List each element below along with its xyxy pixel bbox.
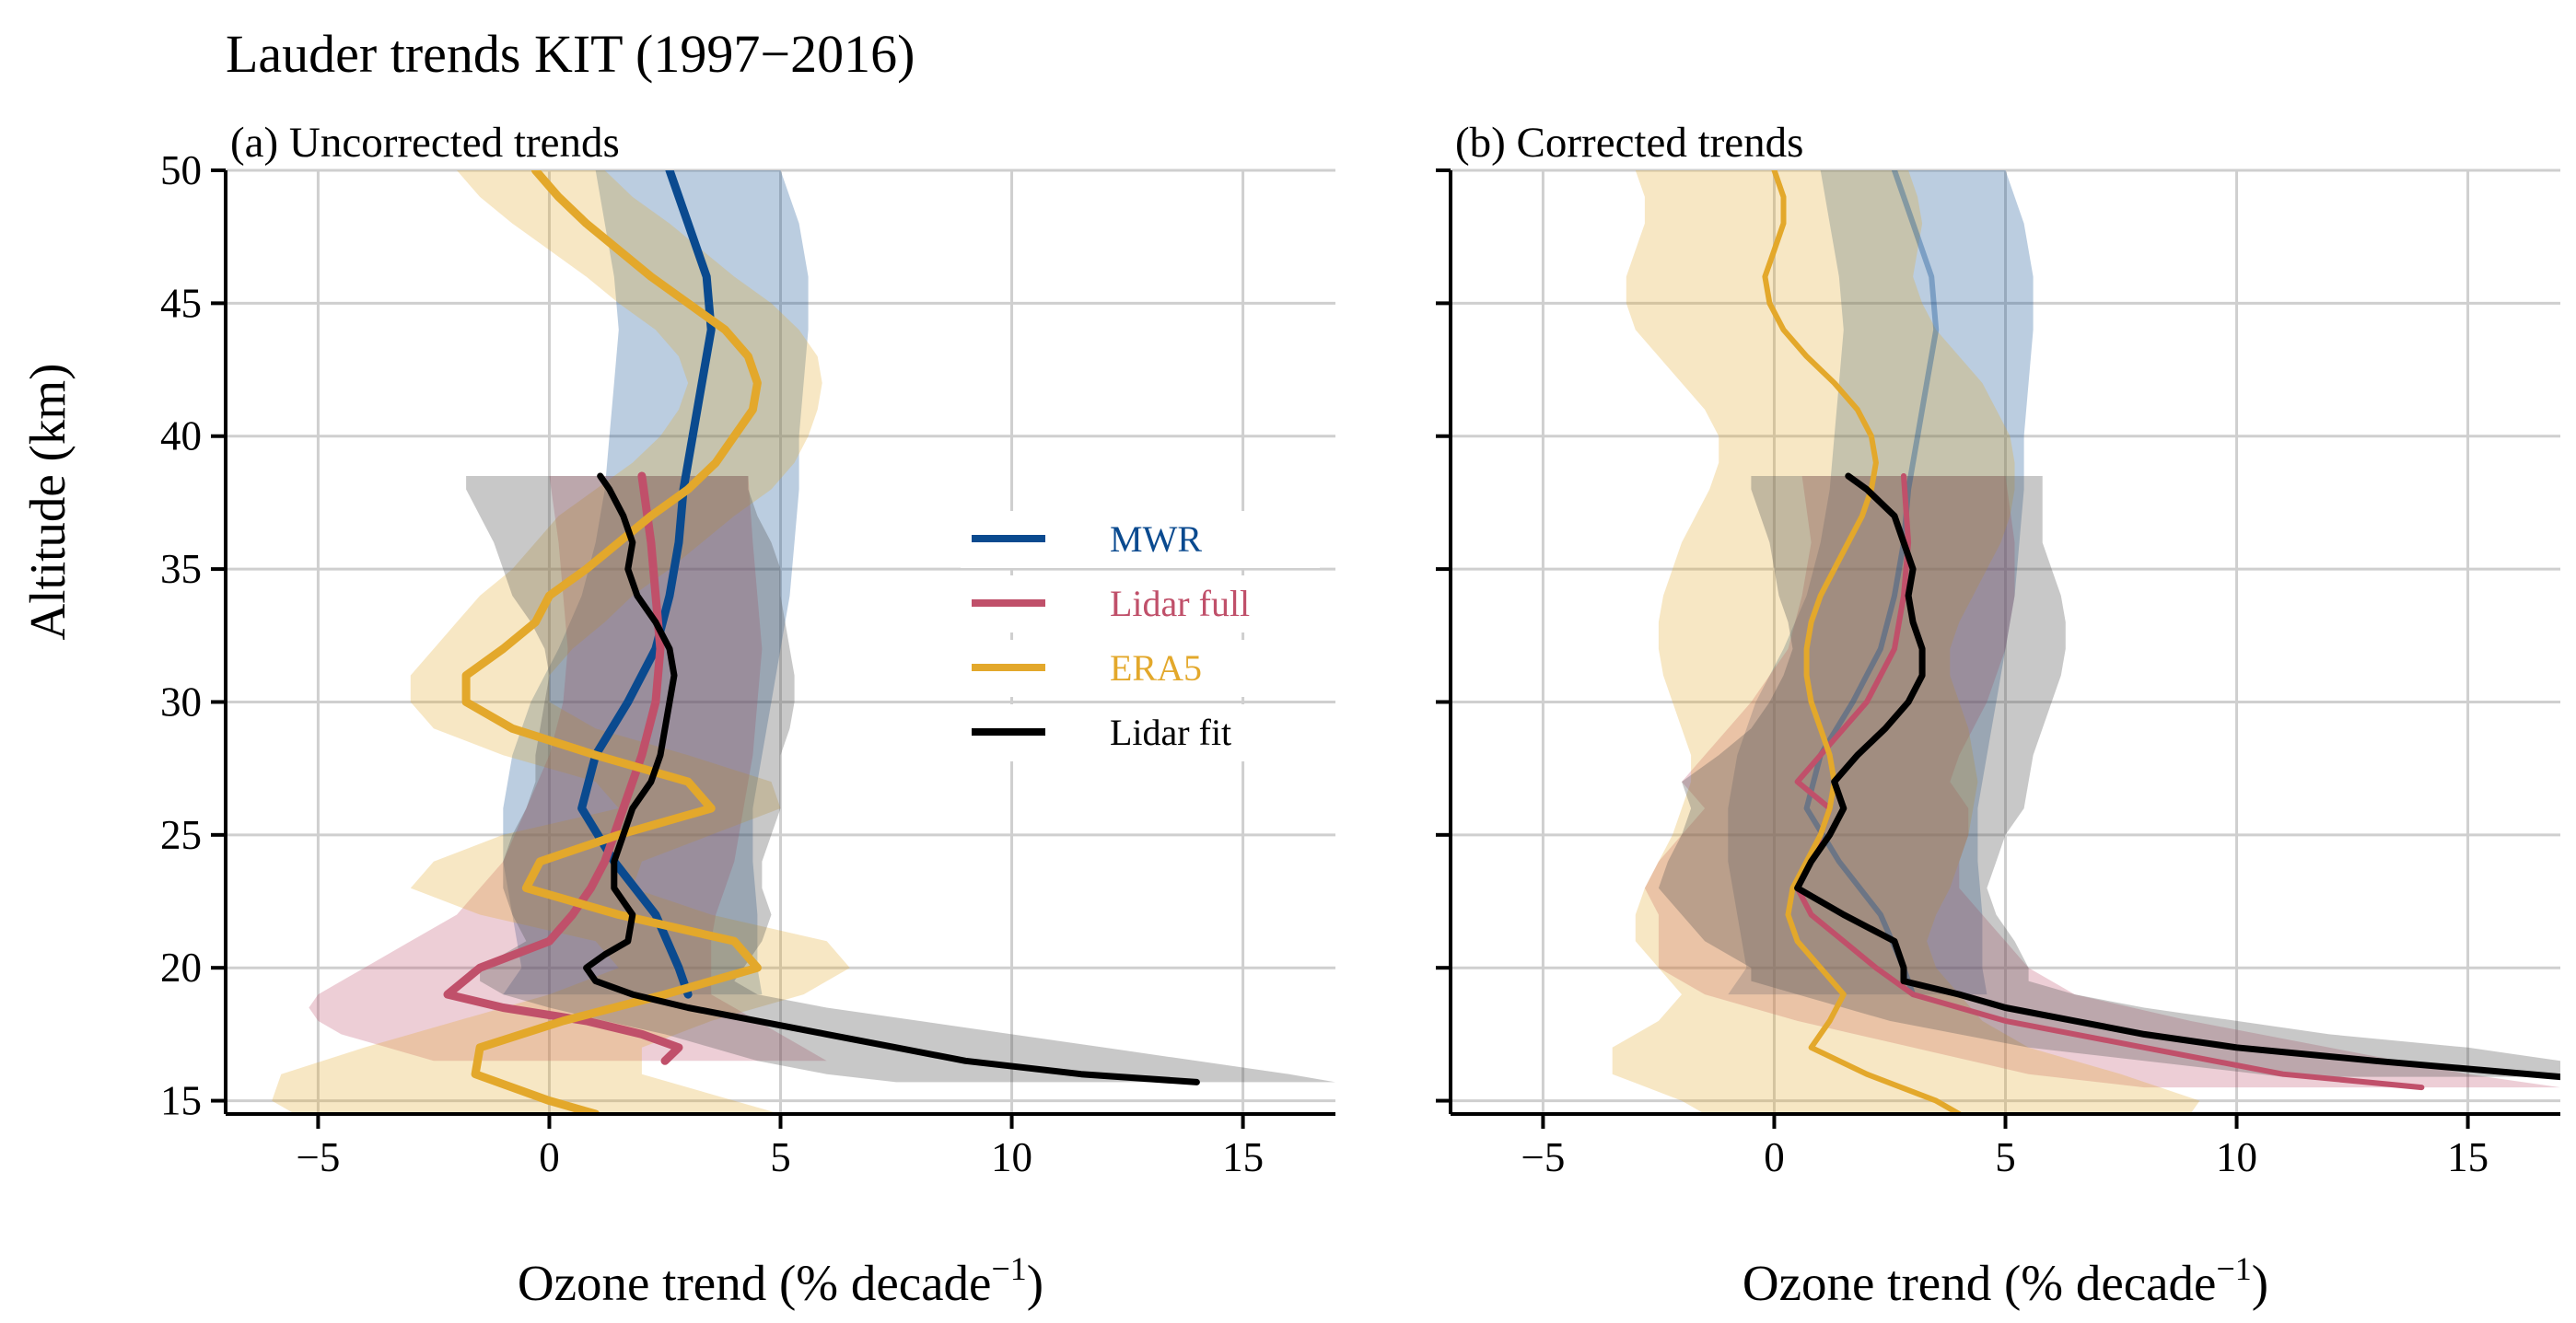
grid <box>226 168 1335 1114</box>
x-tick-label: 5 <box>1995 1134 2016 1180</box>
y-tick-label: 30 <box>160 679 202 725</box>
y-axis-label: Altitude (km) <box>19 364 76 641</box>
plot-area <box>272 170 1335 1114</box>
y-tick-label: 25 <box>160 812 202 858</box>
y-tick-label: 45 <box>160 280 202 326</box>
x-tick-label: 15 <box>1222 1134 1264 1180</box>
panel-title: (a) Uncorrected trends <box>230 119 620 167</box>
panel-a: −5 0 5 10 15 15 20 25 30 35 40 45 50 (a) Uncorrected … <box>160 119 1335 1311</box>
y-tick-label: 20 <box>160 945 202 991</box>
x-tick-label: −5 <box>296 1134 340 1180</box>
band-lidar_full <box>1644 476 2560 1088</box>
band-era5 <box>272 170 850 1114</box>
x-tick-label: 15 <box>2447 1134 2489 1180</box>
legend: MWR Lidar full ERA5 Lidar fit <box>961 511 1320 761</box>
plot-area <box>1612 170 2560 1114</box>
line-lidar_fit <box>1794 472 2560 1081</box>
line-era5 <box>461 170 762 1114</box>
line-lidar_fit <box>583 472 1200 1085</box>
grid <box>1451 168 2560 1114</box>
panel-b: −5 0 5 10 15 (b) Corrected trends Ozone trend … <box>1436 119 2560 1311</box>
y-tick-label: 15 <box>160 1078 202 1124</box>
y-tick-label: 40 <box>160 413 202 459</box>
line-era5 <box>1762 170 1963 1114</box>
panel-title: (b) Corrected trends <box>1455 119 1803 167</box>
band-lidar_fit <box>1658 476 2560 1077</box>
band-lidar_full <box>309 476 827 1062</box>
legend-label-lidar_full: Lidar full <box>1110 583 1250 624</box>
legend-label-mwr: MWR <box>1110 518 1202 560</box>
x-tick-label: 0 <box>539 1134 560 1180</box>
x-tick-label: 10 <box>991 1134 1032 1180</box>
figure-title: Lauder trends KIT (1997−2016) <box>226 24 915 84</box>
y-tick-label: 50 <box>160 147 202 193</box>
line-mwr <box>577 170 716 999</box>
x-tick-label: 10 <box>2216 1134 2257 1180</box>
x-axis-label: Ozone trend (% decade−1) <box>518 1250 1043 1311</box>
line-mwr <box>1803 170 1940 998</box>
x-tick-label: −5 <box>1521 1134 1565 1180</box>
x-tick-label: 0 <box>1764 1134 1785 1180</box>
x-tick-label: 5 <box>770 1134 791 1180</box>
legend-label-era5: ERA5 <box>1110 647 1202 689</box>
x-axis-label: Ozone trend (% decade−1) <box>1743 1250 2268 1311</box>
legend-label-lidar_fit: Lidar fit <box>1110 712 1231 753</box>
y-tick-label: 35 <box>160 546 202 592</box>
band-era5 <box>1612 170 2200 1114</box>
